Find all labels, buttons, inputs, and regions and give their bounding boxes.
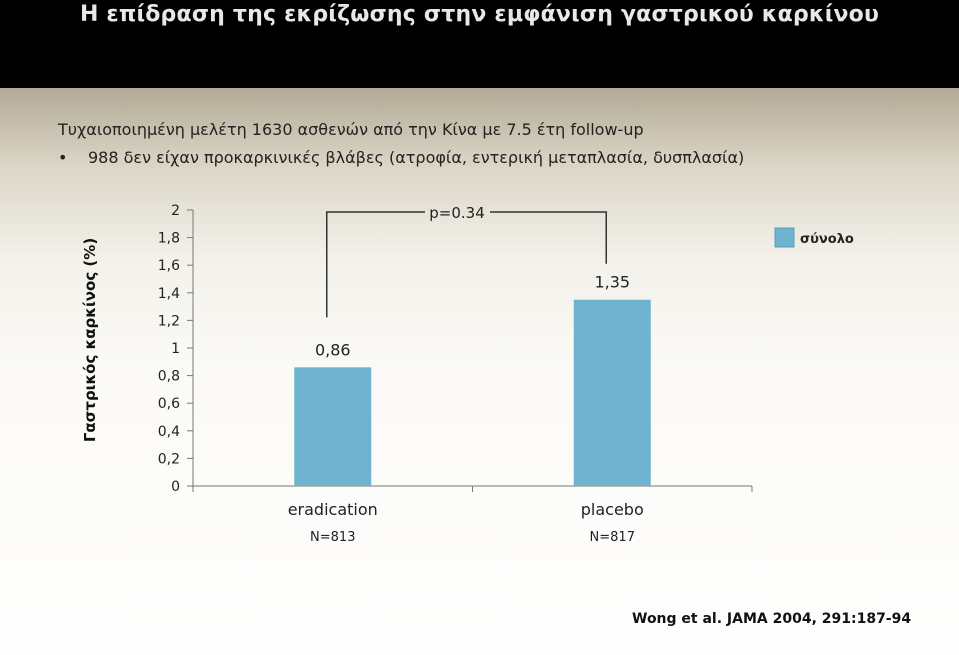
y-tick-label: 0,8 [158,369,180,385]
category-sublabel: N=813 [310,530,355,545]
bar [294,367,372,486]
p-value-annotation: p=0.34 [429,204,485,222]
legend-swatch [774,227,795,248]
y-tick-label: 1,6 [158,258,180,274]
y-tick-label: 0,2 [158,451,180,467]
significance-bracket-left [326,211,425,318]
bullet-text: 988 δεν είχαν προκαρκινικές βλάβες (ατρο… [88,148,745,167]
bar [573,299,651,486]
intro-text: Τυχαιοποιημένη μελέτη 1630 ασθενών από τ… [58,120,644,139]
category-label: eradication [288,500,378,519]
data-label: 0,86 [315,340,351,359]
slide-title: Η επίδραση της εκρίζωσης στην εμφάνιση γ… [79,2,880,27]
y-tick-label: 1,8 [158,231,180,247]
legend-label: σύνολο [800,232,854,247]
title-bar: Η επίδραση της εκρίζωσης στην εμφάνιση γ… [0,0,959,88]
category-label: placebo [581,500,644,519]
slide-content [0,88,959,655]
bullet-item: • 988 δεν είχαν προκαρκινικές βλάβες (ατρ… [58,148,744,167]
y-tick-label: 0 [171,479,180,495]
significance-bracket-right [490,211,607,264]
y-tick-label: 0,4 [158,424,180,440]
category-sublabel: N=817 [590,530,635,545]
y-tick-label: 2 [171,203,180,219]
y-tick-label: 1,2 [158,313,180,329]
y-tick-label: 1,4 [158,286,180,302]
y-tick-label: 0,6 [158,396,180,412]
citation: Wong et al. JAMA 2004, 291:187-94 [632,611,912,627]
bullet-dot-icon: • [58,148,68,167]
data-label: 1,35 [594,273,630,292]
y-tick-label: 1 [171,341,180,357]
